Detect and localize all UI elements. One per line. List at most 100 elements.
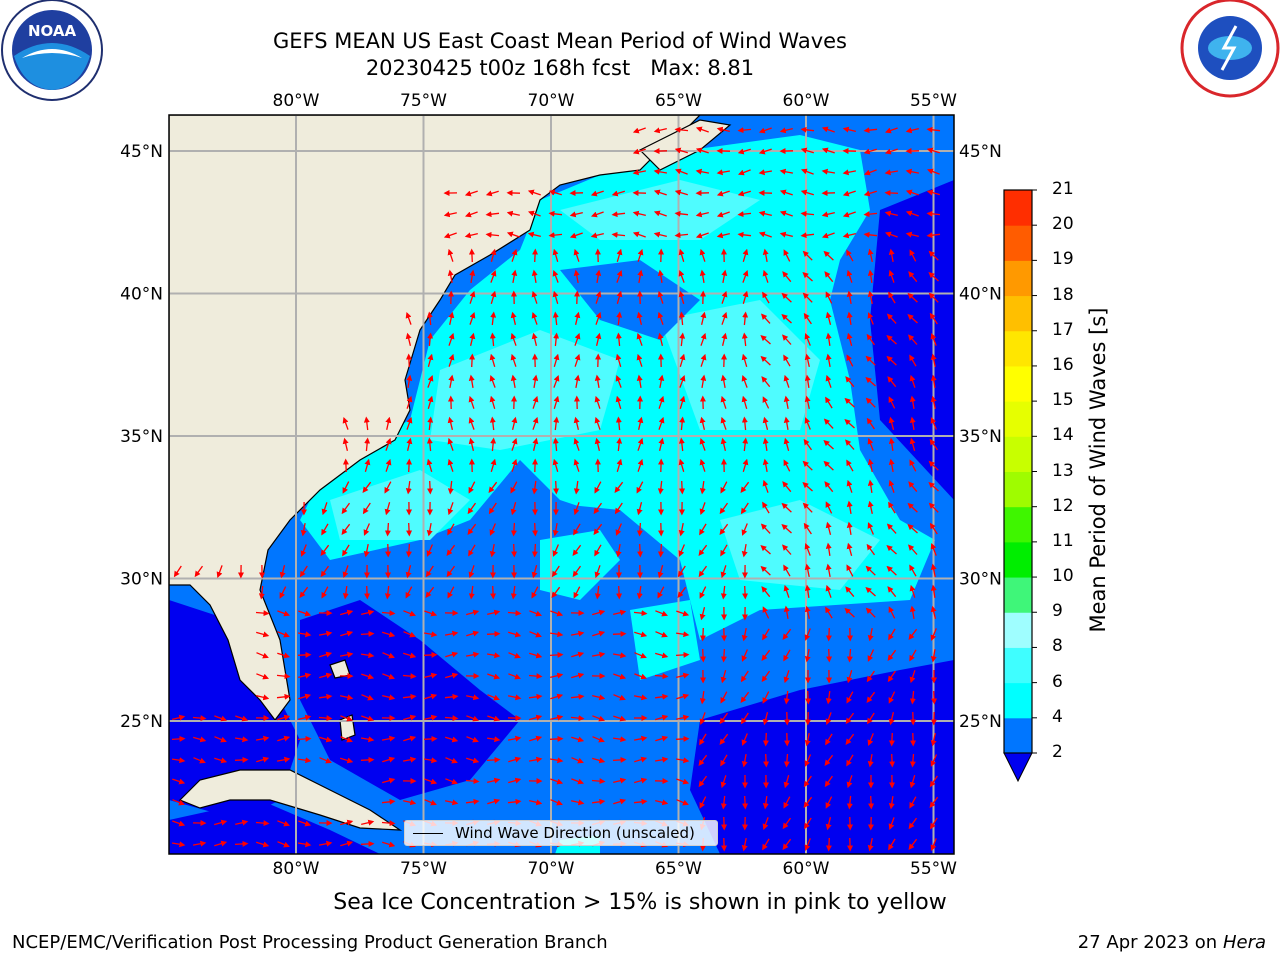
wind-arrow-673 xyxy=(445,651,459,658)
wind-arrow-740 xyxy=(466,694,480,701)
wind-arrow-431 xyxy=(867,479,874,493)
lon-label-top: 65°W xyxy=(655,91,702,111)
wind-arrow-114 xyxy=(884,231,898,238)
wind-arrow-278 xyxy=(636,374,643,389)
wind-arrow-708 xyxy=(487,673,501,680)
wind-arrow-918 xyxy=(699,796,707,809)
wind-arrow-778 xyxy=(487,715,501,722)
wind-arrow-26 xyxy=(863,148,877,155)
wind-arrow-315 xyxy=(865,397,876,408)
wind-arrow-726 xyxy=(866,670,875,683)
wind-arrow-91 xyxy=(905,210,919,217)
wind-arrow-763 xyxy=(172,714,186,721)
wind-arrow-138 xyxy=(888,248,895,263)
wind-arrow-660 xyxy=(867,627,874,642)
wind-arrow-828 xyxy=(762,732,769,747)
wind-arrow-449 xyxy=(593,502,603,515)
wind-arrow-513 xyxy=(637,543,644,558)
wind-arrow-872 xyxy=(909,753,916,768)
wind-arrow-969 xyxy=(214,840,228,847)
wind-arrow-405 xyxy=(928,460,939,471)
wind-arrow-507 xyxy=(511,543,518,558)
wind-arrow-932 xyxy=(214,819,228,826)
wind-arrow-780 xyxy=(529,714,543,721)
wind-arrow-499 xyxy=(342,544,350,557)
wind-arrow-480 xyxy=(593,523,603,535)
wind-arrow-919 xyxy=(720,795,727,810)
wind-arrow-648 xyxy=(612,630,627,637)
wind-arrow-541 xyxy=(446,565,456,578)
wind-arrow-743 xyxy=(528,693,543,700)
wind-arrow-255 xyxy=(700,353,707,367)
wind-arrow-764 xyxy=(192,715,207,722)
colorbar-segment-14 xyxy=(1004,225,1032,261)
wind-arrow-697 xyxy=(256,673,269,680)
wind-arrow-752 xyxy=(720,691,728,704)
wind-arrow-929 xyxy=(929,796,939,808)
wind-arrow-871 xyxy=(889,753,896,768)
wind-arrow-140 xyxy=(928,250,939,261)
wind-arrow-510 xyxy=(572,544,582,556)
wind-arrow-243 xyxy=(448,353,455,367)
lon-label-top: 80°W xyxy=(273,91,320,111)
colorbar-segment-13 xyxy=(1004,260,1032,297)
wind-arrow-912 xyxy=(570,799,585,806)
wind-arrow-339 xyxy=(762,416,769,430)
wind-arrow-335 xyxy=(679,416,686,431)
wind-arrow-810 xyxy=(381,735,396,742)
wind-arrow-643 xyxy=(508,631,522,638)
wind-arrow-61 xyxy=(779,189,793,196)
map-area xyxy=(169,115,954,854)
wind-arrow-212 xyxy=(886,313,897,324)
wind-arrow-372 xyxy=(845,439,855,450)
wind-arrow-858 xyxy=(612,756,627,763)
wind-arrow-64 xyxy=(842,190,856,197)
wind-arrow-646 xyxy=(570,630,585,637)
wind-arrow-41 xyxy=(863,169,877,176)
wind-arrow-161 xyxy=(867,269,874,283)
wind-arrow-1003 xyxy=(930,838,937,851)
wind-arrow-734 xyxy=(339,694,354,701)
wind-arrow-198 xyxy=(595,311,602,325)
wind-arrow-164 xyxy=(928,272,939,282)
wind-arrow-279 xyxy=(658,374,665,389)
wind-arrow-604 xyxy=(381,610,396,617)
wind-arrow-559 xyxy=(825,563,832,578)
land-mass-0 xyxy=(169,115,701,721)
wind-arrow-169 xyxy=(531,290,538,304)
wind-arrow-33 xyxy=(695,168,710,175)
wind-arrow-938 xyxy=(340,819,354,826)
wind-arrow-485 xyxy=(699,523,707,536)
lat-label-left: 40°N xyxy=(120,285,163,305)
wind-arrow-638 xyxy=(403,631,416,638)
wind-arrow-848 xyxy=(402,756,417,763)
wind-arrow-616 xyxy=(633,610,648,617)
wind-arrow-234 xyxy=(804,333,811,346)
wind-arrow-79 xyxy=(653,210,667,217)
wind-arrow-645 xyxy=(550,631,564,638)
wind-arrow-281 xyxy=(700,374,707,389)
wind-arrow-115 xyxy=(905,231,919,238)
wind-arrow-588 xyxy=(742,585,749,600)
field-patch-11 xyxy=(169,600,300,820)
wind-arrow-714 xyxy=(613,673,627,680)
wind-arrow-166 xyxy=(469,290,476,304)
wind-arrow-239 xyxy=(908,334,918,345)
footer-date: 27 Apr 2023 on Hera xyxy=(1078,932,1266,953)
wind-arrow-377 xyxy=(342,458,349,473)
wind-arrow-190 xyxy=(426,311,433,326)
wind-arrow-430 xyxy=(846,479,853,493)
wind-arrow-547 xyxy=(572,565,582,578)
colorbar-segment-0 xyxy=(1004,717,1032,754)
wind-arrow-906 xyxy=(444,799,459,806)
wind-arrow-880 xyxy=(487,777,501,784)
wind-arrow-120 xyxy=(511,248,518,262)
wind-arrow-933 xyxy=(235,819,249,826)
wind-arrow-21 xyxy=(758,148,772,155)
wind-arrow-602 xyxy=(340,609,354,616)
wind-arrow-530 xyxy=(216,565,223,579)
wind-arrow-974 xyxy=(318,840,333,847)
wind-arrow-375 xyxy=(909,437,916,451)
colorbar-tick-label: 20 xyxy=(1052,214,1074,235)
wind-arrow-525 xyxy=(886,545,897,555)
